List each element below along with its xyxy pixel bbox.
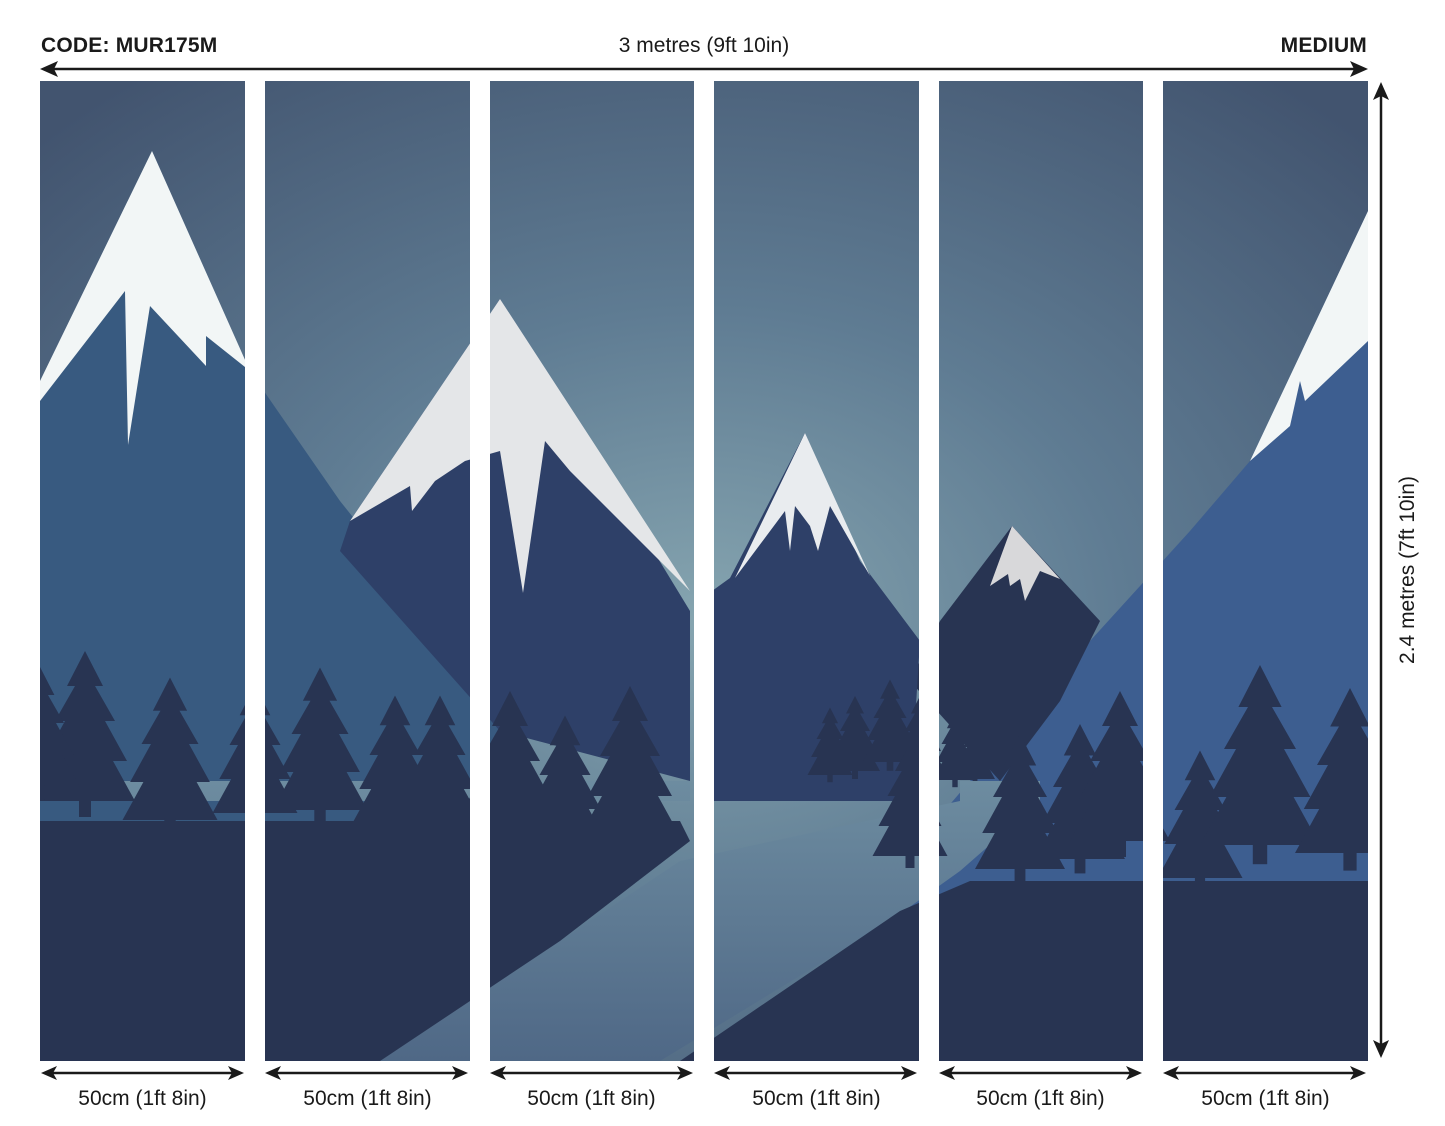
panel-5-width: 50cm (1ft 8in) <box>976 1087 1105 1110</box>
total-height-label: 2.4 metres (7ft 10in) <box>1396 476 1419 664</box>
panel-width-arrows <box>41 1066 1366 1080</box>
left-ground <box>40 821 690 1061</box>
mural-artwork <box>40 81 1368 1061</box>
river <box>40 781 1040 1061</box>
left-mountain-snow <box>40 151 250 445</box>
panel-3-width: 50cm (1ft 8in) <box>527 1087 656 1110</box>
arrow-up-icon <box>1373 82 1389 100</box>
product-code: CODE: MUR175M <box>41 34 218 57</box>
center-left-mountain-snow <box>350 299 690 593</box>
total-width-label: 3 metres (9ft 10in) <box>618 34 790 57</box>
arrow-down-icon <box>1373 1040 1389 1058</box>
size-label: MEDIUM <box>1280 34 1367 57</box>
panel-dividers <box>245 81 1163 1061</box>
left-mountain <box>40 151 500 821</box>
panel-1-width: 50cm (1ft 8in) <box>78 1087 207 1110</box>
center-mountain-snow <box>735 433 870 578</box>
right-ground <box>680 881 1368 1061</box>
small-mountain-snow <box>990 526 1060 601</box>
arrow-right-icon <box>1350 61 1368 77</box>
panel-4-width: 50cm (1ft 8in) <box>752 1087 881 1110</box>
panel-2-width: 50cm (1ft 8in) <box>303 1087 432 1110</box>
panel-6-width: 50cm (1ft 8in) <box>1201 1087 1330 1110</box>
small-mountain <box>910 526 1100 781</box>
right-mountain-snow <box>1250 211 1368 461</box>
arrow-left-icon <box>40 61 58 77</box>
